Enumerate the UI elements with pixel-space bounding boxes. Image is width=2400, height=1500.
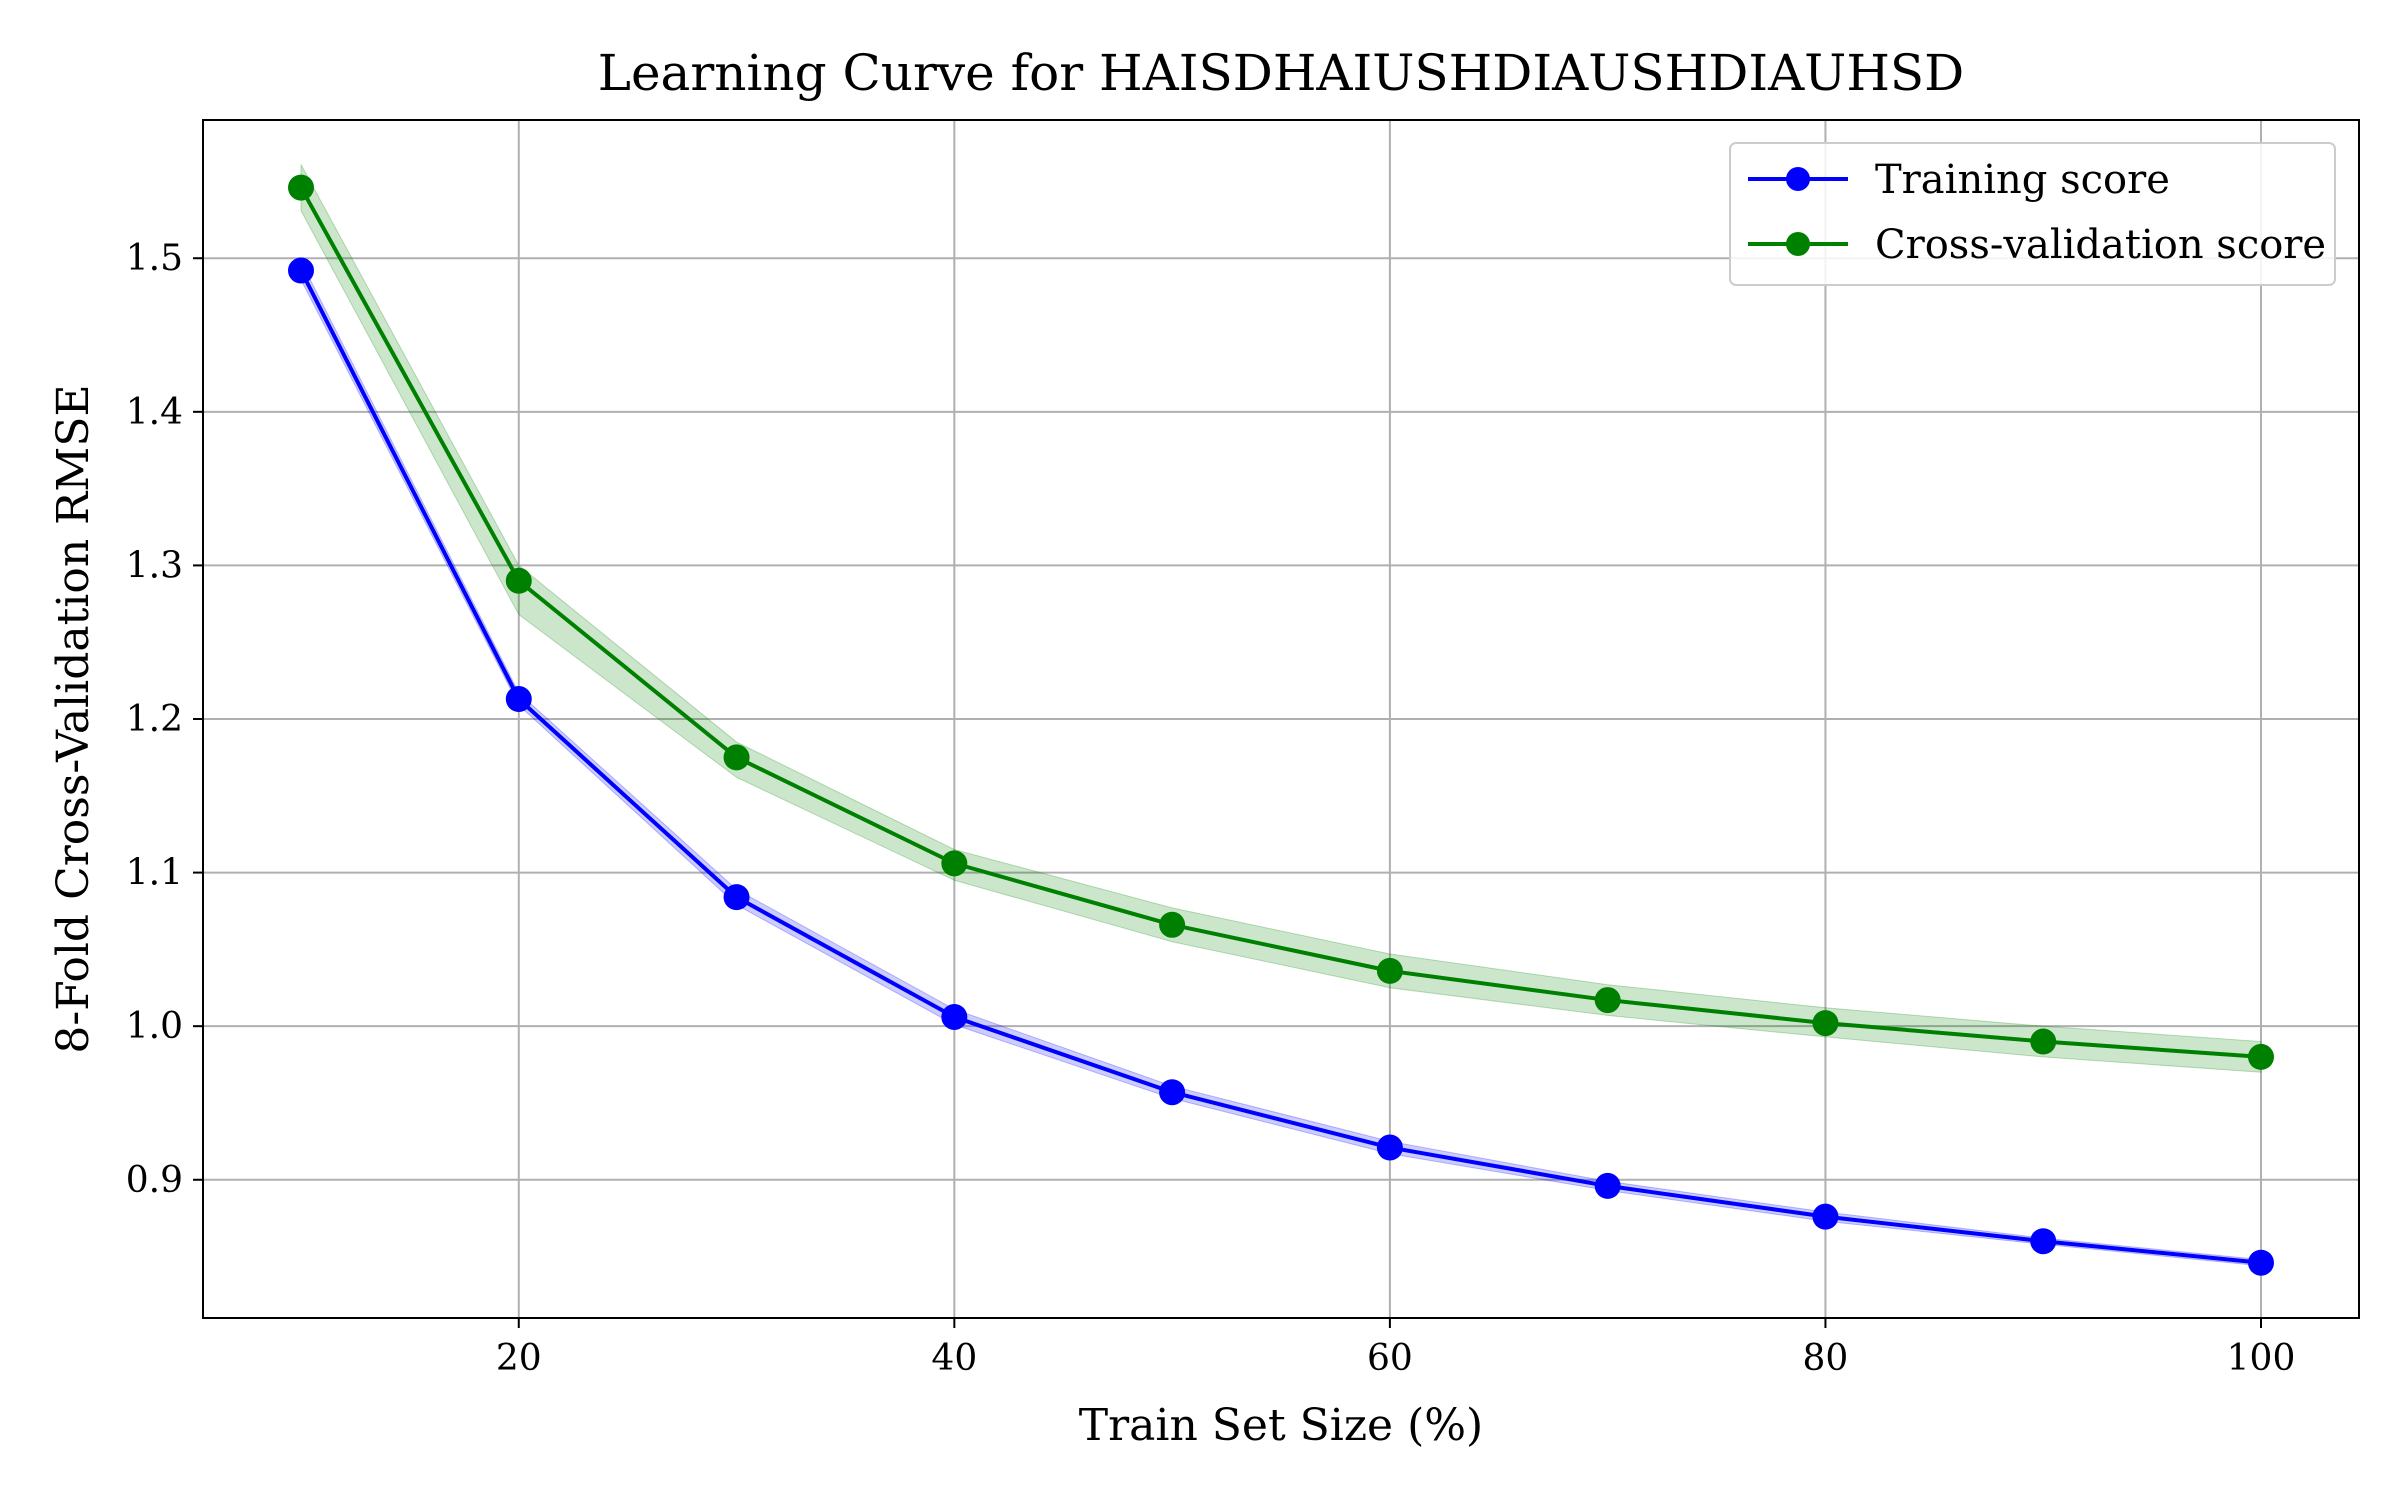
x-tick-label: 40 bbox=[931, 1338, 977, 1379]
tick-layer: 20 40 60 80 100 0.9 1.0 1.1 1.2 1.3 1.4 1.5 bbox=[126, 238, 2296, 1379]
legend-box bbox=[1729, 142, 2336, 286]
point-training bbox=[723, 884, 750, 911]
x-axis-label: Train Set Size (%) bbox=[1079, 1400, 1483, 1451]
line-layer bbox=[299, 186, 2262, 1265]
point-training bbox=[288, 257, 314, 284]
point-cross-validation bbox=[505, 567, 532, 594]
y-tick-label: 1.1 bbox=[126, 853, 183, 894]
y-tick-label: 0.9 bbox=[126, 1160, 183, 1201]
x-tick-label: 80 bbox=[1803, 1338, 1849, 1379]
point-cross-validation bbox=[1376, 957, 1403, 984]
point-training bbox=[2030, 1228, 2057, 1255]
legend: Training score Cross-validation score bbox=[1729, 142, 2336, 286]
point-cross-validation bbox=[941, 850, 968, 877]
legend-label-cross-validation: Cross-validation score bbox=[1875, 222, 2326, 268]
line-training bbox=[299, 269, 2262, 1265]
y-tick-label: 1.5 bbox=[126, 238, 183, 279]
point-training bbox=[941, 1003, 968, 1030]
y-tick-label: 1.3 bbox=[126, 545, 183, 586]
point-training bbox=[1376, 1134, 1403, 1161]
y-axis-label: 8-Fold Cross-Validation RMSE bbox=[48, 384, 99, 1053]
x-tick-label: 100 bbox=[2227, 1338, 2296, 1379]
y-tick-label: 1.2 bbox=[126, 699, 183, 740]
point-training bbox=[2248, 1249, 2274, 1276]
point-training bbox=[1812, 1203, 1839, 1230]
grid-layer bbox=[203, 120, 2359, 1318]
band-cross-validation bbox=[300, 164, 2262, 1073]
point-cross-validation bbox=[1594, 987, 1621, 1014]
point-training bbox=[1594, 1172, 1621, 1199]
y-tick-label: 1.0 bbox=[126, 1006, 183, 1047]
point-cross-validation bbox=[2030, 1028, 2057, 1055]
legend-marker-training bbox=[1786, 167, 1810, 191]
point-cross-validation bbox=[288, 174, 314, 201]
point-cross-validation bbox=[1812, 1010, 1839, 1037]
legend-marker-cross-validation bbox=[1786, 232, 1810, 256]
point-cross-validation bbox=[1159, 911, 1186, 938]
line-cross-validation bbox=[299, 186, 2262, 1059]
legend-label-training: Training score bbox=[1875, 157, 2170, 203]
legend-entry-training: Training score bbox=[1748, 157, 2170, 203]
point-cross-validation bbox=[723, 744, 750, 771]
point-training bbox=[505, 686, 532, 713]
point-cross-validation bbox=[2248, 1043, 2274, 1070]
chart-title: Learning Curve for HAISDHAIUSHDIAUSHDIAU… bbox=[598, 44, 1965, 102]
marker-layer bbox=[288, 174, 2274, 1276]
legend-entry-cross-validation: Cross-validation score bbox=[1748, 222, 2326, 268]
y-tick-label: 1.4 bbox=[126, 392, 183, 433]
x-tick-label: 20 bbox=[496, 1338, 542, 1379]
x-tick-label: 60 bbox=[1367, 1338, 1413, 1379]
point-training bbox=[1159, 1079, 1186, 1106]
